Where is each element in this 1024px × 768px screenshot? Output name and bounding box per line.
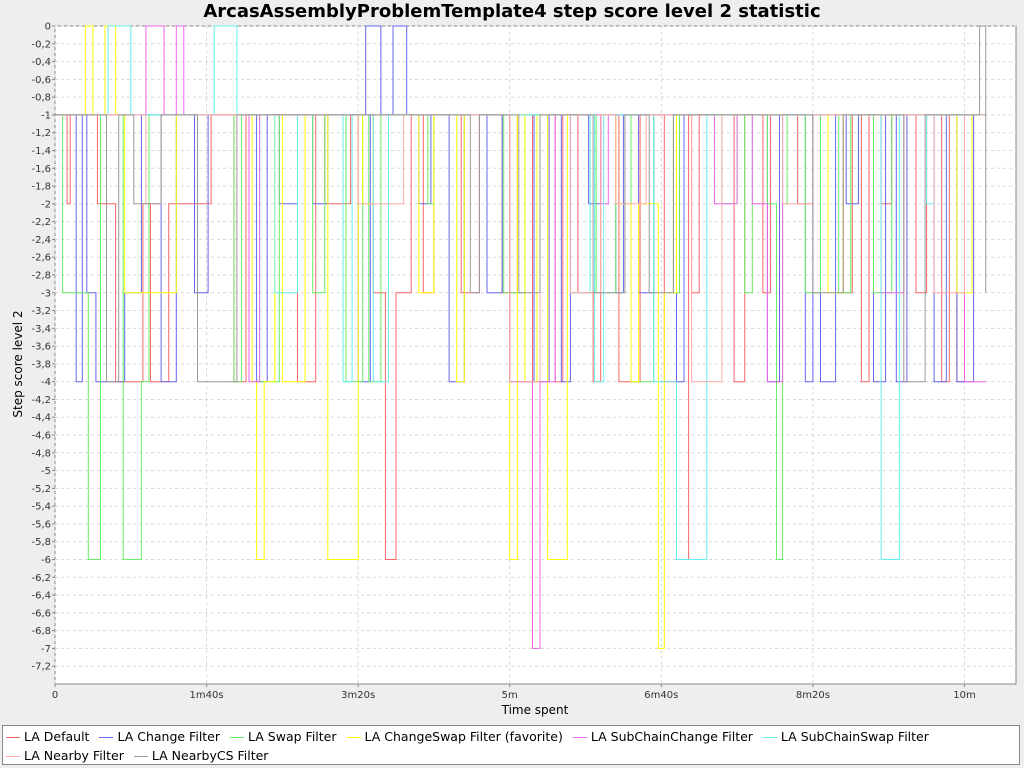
y-tick-label: -0,6: [31, 75, 51, 86]
chart-title: ArcasAssemblyProblemTemplate4 step score…: [203, 1, 821, 22]
y-tick-label: 0: [45, 22, 51, 33]
y-tick-label: -3,6: [31, 342, 51, 353]
y-tick-label: -4,4: [31, 413, 51, 424]
legend-swatch: [572, 737, 587, 738]
x-tick-label: 5m: [502, 690, 518, 701]
x-tick-label: 0: [52, 690, 58, 701]
series-line-7: [55, 25, 987, 383]
legend-swatch: [133, 756, 148, 757]
y-tick-label: -4,6: [31, 431, 51, 442]
legend-swatch: [6, 737, 20, 738]
y-tick-label: -7,2: [31, 662, 51, 673]
y-tick-label: -6,4: [31, 591, 51, 602]
legend-item: LA Change Filter: [99, 727, 220, 746]
y-tick-label: -4,8: [31, 448, 51, 459]
x-tick-label: 1m40s: [190, 690, 224, 701]
y-tick-label: -4,2: [31, 395, 51, 406]
plot-area: [54, 25, 1017, 685]
legend-item: LA SubChainChange Filter: [572, 727, 753, 746]
y-tick-label: -4: [41, 377, 51, 388]
x-tick-label: 6m40s: [644, 690, 678, 701]
legend-item: LA Swap Filter: [230, 727, 337, 746]
legend-swatch: [99, 737, 114, 738]
legend-swatch: [230, 737, 245, 738]
y-tick-label: -2,8: [31, 270, 51, 281]
y-tick-label: -3: [41, 288, 51, 299]
x-axis-label: Time spent: [501, 703, 569, 717]
y-tick-label: -3,4: [31, 324, 51, 335]
x-tick-label: 8m20s: [796, 690, 830, 701]
y-tick-label: -5,8: [31, 537, 51, 548]
y-tick-label: -5,4: [31, 502, 51, 513]
legend: LA Default LA Change Filter LA Swap Filter…: [2, 725, 1020, 765]
y-tick-label: -1,4: [31, 146, 51, 157]
y-axis-label: Step score level 2: [11, 310, 25, 417]
legend-item: LA Default: [6, 727, 89, 746]
legend-label: LA SubChainSwap Filter: [780, 729, 929, 744]
y-tick-label: -6,6: [31, 608, 51, 619]
legend-swatch: [762, 737, 777, 738]
y-tick-label: -0,2: [31, 39, 51, 50]
legend-label: LA Swap Filter: [248, 729, 337, 744]
y-tick-label: -6,2: [31, 573, 51, 584]
legend-label: LA NearbyCS Filter: [151, 748, 269, 763]
legend-item: LA ChangeSwap Filter (favorite): [346, 727, 563, 746]
legend-label: LA SubChainChange Filter: [590, 729, 753, 744]
y-tick-label: -6: [41, 555, 51, 566]
y-tick-label: -5: [41, 466, 51, 477]
x-tick-label: 3m20s: [341, 690, 375, 701]
legend-swatch: [346, 737, 361, 738]
legend-label: LA ChangeSwap Filter (favorite): [364, 729, 563, 744]
y-tick-label: -2,2: [31, 217, 51, 228]
y-tick-label: -3,8: [31, 359, 51, 370]
y-tick-label: -5,6: [31, 519, 51, 530]
y-tick-label: -7: [41, 644, 51, 655]
y-tick-label: -5,2: [31, 484, 51, 495]
x-tick-label: 10m: [953, 690, 975, 701]
y-tick-label: -1: [41, 110, 51, 121]
legend-item: LA Nearby Filter: [6, 746, 124, 765]
y-tick-label: -2: [41, 199, 51, 210]
legend-label: LA Change Filter: [117, 729, 221, 744]
legend-label: LA Nearby Filter: [24, 748, 124, 763]
legend-swatch: [6, 756, 20, 757]
y-tick-label: -1,8: [31, 182, 51, 193]
y-tick-label: -0,4: [31, 57, 51, 68]
y-tick-label: -2,4: [31, 235, 51, 246]
y-tick-label: -0,8: [31, 93, 51, 104]
y-tick-label: -1,2: [31, 128, 51, 139]
legend-label: LA Default: [24, 729, 90, 744]
legend-item: LA SubChainSwap Filter: [762, 727, 929, 746]
plot-canvas: 0 -0,2 -0,4 -0,6 -0,8 -1 -1,2 -1,4 -1,6 -1,8 -2 -2,…: [11, 22, 1017, 717]
y-tick-label: -2,6: [31, 253, 51, 264]
y-tick-label: -1,6: [31, 164, 51, 175]
y-tick-label: -6,8: [31, 626, 51, 637]
legend-item: LA NearbyCS Filter: [133, 746, 269, 765]
y-tick-label: -3,2: [31, 306, 51, 317]
